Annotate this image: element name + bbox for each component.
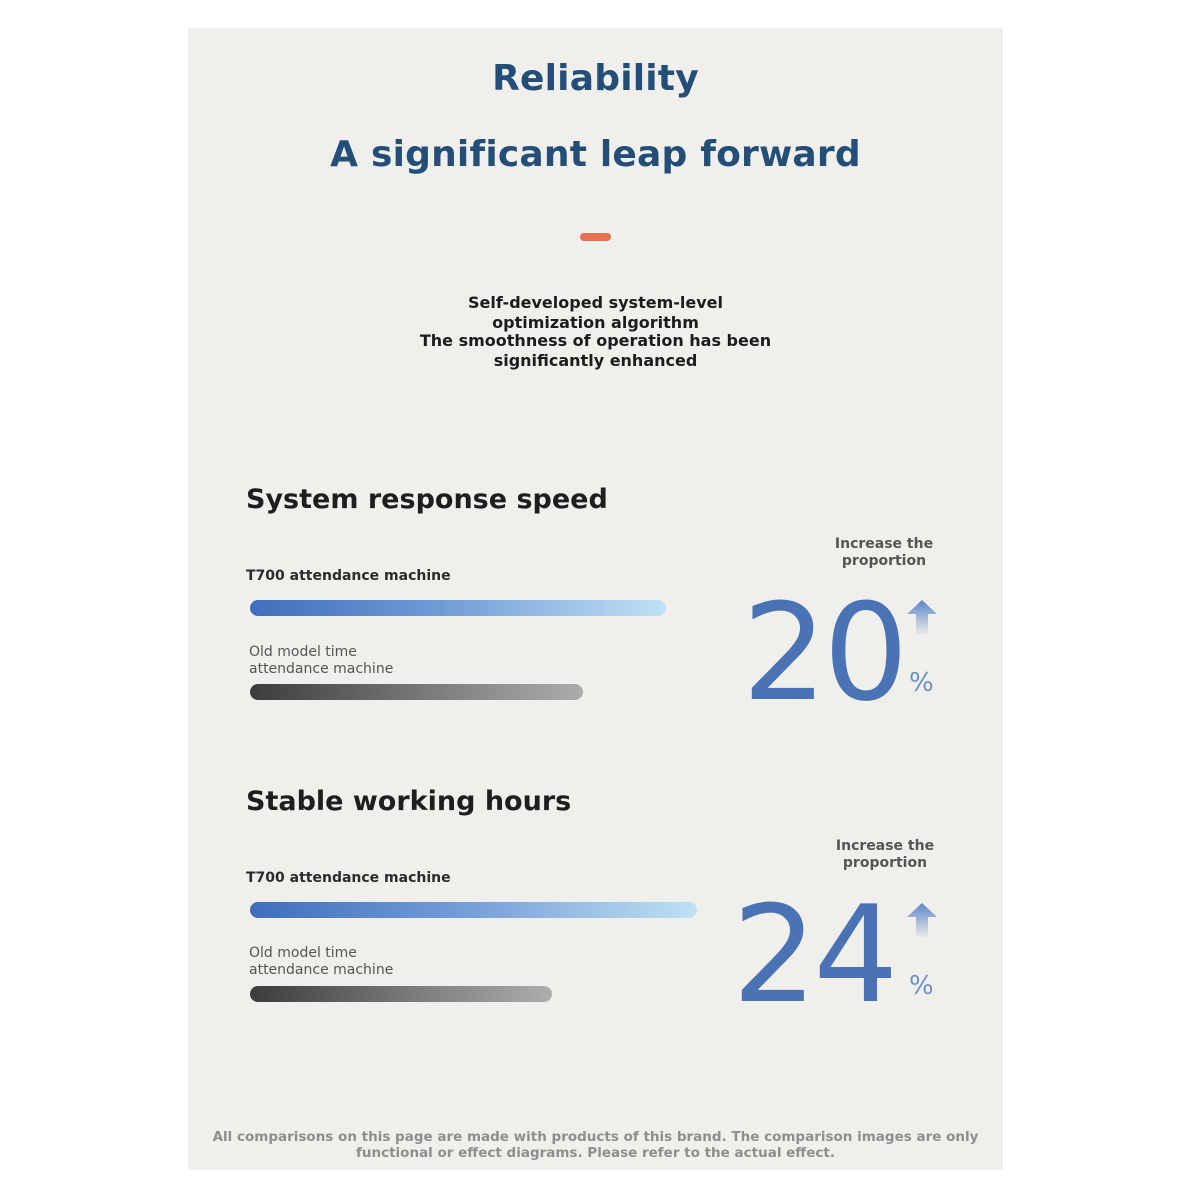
intro-heading: Self-developed system-level optimization… [188,293,1003,333]
t700-bar-fill [250,600,666,616]
intro-line: optimization algorithm [492,313,699,332]
accent-divider [580,233,611,241]
t700-label: T700 attendance machine [246,870,451,886]
reliability-panel: Reliability A significant leap forward S… [188,28,1003,1170]
old-model-label-line: attendance machine [249,661,394,677]
disclaimer-line: All comparisons on this page are made wi… [212,1129,979,1145]
increase-proportion-line: proportion [841,553,927,569]
increase-proportion-line: Increase the [834,536,934,552]
section-heading-response-speed: System response speed [246,484,608,515]
disclaimer: All comparisons on this page are made wi… [188,1129,1003,1161]
intro-line: Self-developed system-level [468,293,723,312]
disclaimer-line: functional or effect diagrams. Please re… [356,1145,835,1161]
percent-unit: % [909,971,934,1001]
old-model-bar-fill [250,986,553,1002]
old-model-label: Old model time attendance machine [249,644,393,678]
increase-value: 20 [742,575,909,731]
old-model-label: Old model time attendance machine [249,945,393,979]
old-model-bar-fill [250,684,583,700]
t700-bar [250,902,697,918]
old-model-label-line: Old model time [249,945,357,961]
old-model-label-line: Old model time [249,644,357,660]
page-title: Reliability [492,58,699,99]
increase-proportion-label: Increase the proportion [810,838,960,872]
increase-value: 24 [732,877,899,1033]
page-subtitle: A significant leap forward [330,134,861,175]
intro-description: The smoothness of operation has been sig… [188,331,1003,371]
intro-line: The smoothness of operation has been [419,331,772,350]
section-heading-working-hours: Stable working hours [246,786,572,817]
old-model-label-line: attendance machine [249,962,394,978]
intro-line: significantly enhanced [493,351,698,370]
t700-label: T700 attendance machine [246,568,451,584]
old-model-bar [250,986,697,1002]
up-arrow-icon [907,903,937,937]
increase-proportion-line: proportion [842,855,928,871]
t700-bar [250,600,666,616]
increase-proportion-line: Increase the [835,838,935,854]
up-arrow-icon [907,600,937,634]
percent-unit: % [909,668,934,698]
increase-proportion-label: Increase the proportion [809,536,959,570]
t700-bar-fill [250,902,697,918]
old-model-bar [250,684,666,700]
